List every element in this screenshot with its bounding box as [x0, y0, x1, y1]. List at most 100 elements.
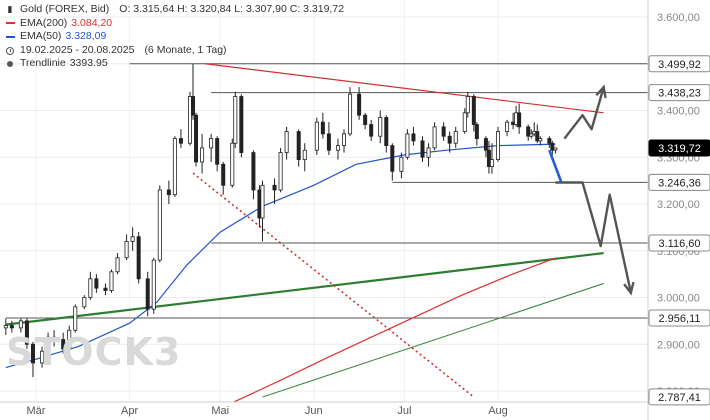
candle-body [194, 114, 199, 163]
price-label: 3.246,36 [648, 173, 710, 191]
trendline-value: 3393.95 [69, 57, 108, 70]
price-label-box [648, 139, 710, 157]
candle-body [517, 112, 522, 128]
candle-body [453, 131, 458, 144]
candle [441, 122, 446, 141]
ema50-label: EMA(50) [20, 30, 62, 43]
candle [284, 126, 289, 160]
candle-body [314, 121, 319, 151]
candle-body [130, 236, 135, 242]
candle [384, 115, 389, 153]
candle [348, 87, 353, 137]
candle-body [335, 145, 340, 151]
candle [411, 126, 416, 146]
price-label: 2.956,11 [648, 309, 710, 327]
candle-body [124, 240, 129, 259]
candle [378, 110, 383, 144]
candle [314, 117, 319, 155]
dot-icon [7, 61, 13, 68]
candle [505, 119, 510, 137]
candle-body [136, 236, 141, 280]
candle-body [61, 339, 66, 350]
candle [124, 234, 129, 261]
ema50-value: 3.328,09 [65, 30, 107, 43]
candle-body [230, 142, 235, 186]
candle [363, 112, 368, 130]
candle-body [471, 96, 476, 125]
x-tick-label: Mai [211, 405, 229, 417]
candle-body [447, 135, 452, 144]
legend-trendline-row: Trendlinie 3393.95 [4, 57, 344, 71]
candle-body [191, 96, 196, 116]
price-label-box [648, 84, 710, 102]
candle [109, 269, 114, 293]
price-label-text: 3.246,36 [658, 177, 701, 189]
candle [474, 122, 479, 146]
candle [320, 112, 325, 139]
price-label-box [648, 173, 710, 191]
candle-body [302, 149, 307, 160]
candle-body [103, 287, 108, 291]
candle [67, 325, 72, 352]
candle [215, 136, 220, 172]
price-label-text: 3.499,92 [658, 59, 701, 71]
candle-body [553, 147, 558, 151]
ema200-swatch [5, 22, 15, 25]
projection-down-arrow [555, 181, 633, 294]
candle [553, 147, 558, 154]
candle [538, 136, 543, 146]
y-tick-label: 3.600,00 [657, 12, 700, 24]
price-label-text: 3.116,60 [658, 238, 700, 250]
candle-body [483, 138, 488, 151]
trendline-label: Trendlinie [20, 57, 66, 70]
candle-body [411, 133, 416, 142]
candle-body [9, 325, 14, 329]
candle [221, 161, 226, 195]
ohlc-values: O: 3.315,64 H: 3.320,84 L: 3.307,90 C: 3… [119, 3, 345, 15]
candle-body [187, 96, 192, 144]
candle [390, 143, 395, 181]
candle-body [233, 96, 238, 144]
candle [178, 129, 183, 148]
trendline-resistance [205, 63, 604, 114]
ema50-line [5, 143, 556, 369]
candle [166, 180, 171, 204]
candle-body [24, 320, 29, 345]
candle-body [52, 336, 57, 340]
candle [369, 119, 374, 141]
candle-body [172, 138, 177, 196]
candle-body [320, 121, 325, 135]
ema50-swatch [5, 35, 15, 38]
candle [191, 63, 196, 120]
projection-down-arrow-head [623, 281, 635, 296]
projection-up-arrow [563, 86, 605, 140]
x-tick-label: Aug [488, 405, 508, 417]
candle [194, 112, 199, 167]
candlestick-icon: ▮ [7, 4, 13, 14]
candle-body [535, 131, 540, 142]
candle [526, 124, 531, 141]
candle [82, 295, 87, 310]
chart-legend: ▮ Gold (FOREX, Bid) O: 3.315,64 H: 3.320… [4, 3, 344, 71]
y-tick-label: 3.000,00 [657, 293, 700, 305]
candle [230, 138, 235, 188]
price-label: 3.499,92 [648, 55, 710, 73]
candle [550, 140, 555, 155]
projection-blue-segment [548, 149, 563, 183]
x-tick-label: Jun [305, 405, 323, 417]
candle [462, 108, 467, 134]
trendline-dotted-decline [192, 172, 475, 398]
candle-body [221, 163, 226, 186]
candle-body [489, 159, 494, 167]
price-label-text: 2.956,11 [658, 313, 700, 325]
candle-body [40, 350, 45, 364]
candle [145, 271, 150, 317]
candle [233, 91, 238, 148]
candle [40, 346, 45, 368]
candle-body [145, 278, 150, 310]
candle [260, 180, 265, 242]
candle-body [157, 189, 162, 261]
candle-body [151, 259, 156, 310]
projection-up-arrow-head [595, 84, 607, 99]
candle [88, 271, 93, 300]
